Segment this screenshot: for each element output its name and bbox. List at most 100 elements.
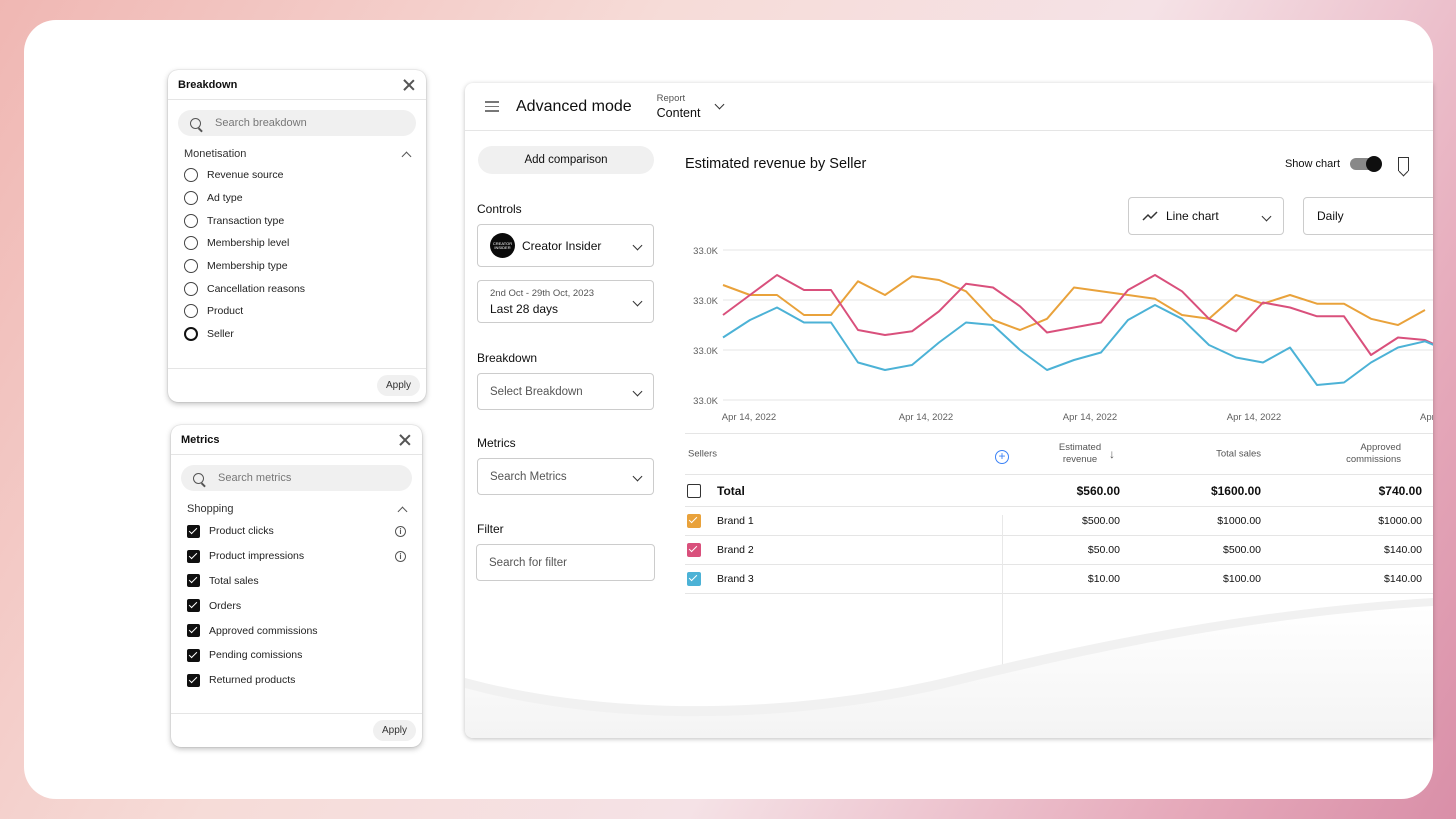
checkbox-checked[interactable] — [687, 572, 701, 586]
breakdown-search-input[interactable]: Search breakdown — [178, 110, 416, 136]
metric-option[interactable]: Product clicks i — [171, 519, 422, 544]
page-title: Advanced mode — [516, 97, 632, 115]
sellers-table: Sellers + Estimated revenue ↓ Total sale… — [685, 433, 1433, 594]
breakdown-option[interactable]: Ad type — [168, 187, 426, 210]
shopping-section-header[interactable]: Shopping — [171, 497, 422, 519]
metric-option-label: Product clicks — [209, 525, 274, 538]
line-chart-icon — [1142, 211, 1158, 221]
table-row: Brand 3 $10.00 $100.00 $140.00 — [685, 565, 1433, 594]
filter-input[interactable]: Search for filter — [476, 544, 655, 581]
search-icon — [193, 472, 204, 484]
y-tick-label: 33.0K — [693, 246, 718, 257]
breakdown-option[interactable]: Transaction type — [168, 209, 426, 232]
menu-icon[interactable] — [485, 98, 499, 115]
chart-type-value: Line chart — [1166, 209, 1219, 223]
close-icon[interactable] — [398, 433, 412, 447]
breakdown-option[interactable]: Cancellation reasons — [168, 277, 426, 300]
chevron-down-icon — [1261, 211, 1272, 221]
breakdown-option[interactable]: Membership level — [168, 232, 426, 255]
checkbox[interactable] — [687, 483, 701, 498]
radio-button[interactable] — [184, 213, 198, 228]
checkbox-checked[interactable] — [187, 524, 200, 538]
metric-option[interactable]: Pending comissions — [171, 643, 422, 668]
breakdown-panel-header: Breakdown — [168, 70, 426, 100]
metric-option[interactable]: Approved commissions — [171, 618, 422, 643]
sort-down-icon[interactable]: ↓ — [1109, 447, 1115, 461]
apply-button[interactable]: Apply — [372, 720, 416, 741]
radio-button[interactable] — [184, 168, 198, 183]
metrics-select[interactable]: Search Metrics — [477, 458, 654, 495]
breakdown-option-list: Revenue source Ad type Transaction type … — [168, 164, 426, 346]
chart-type-select[interactable]: Line chart — [1128, 197, 1284, 235]
row-est: $50.00 — [1087, 544, 1120, 556]
breakdown-option[interactable]: Membership type — [168, 255, 426, 278]
col-estimated-revenue-label: Estimated revenue — [1058, 442, 1102, 465]
chevron-down-icon — [632, 471, 643, 482]
report-selector[interactable]: Report Content — [656, 93, 725, 120]
breakdown-option[interactable]: Product — [168, 300, 426, 323]
col-estimated-revenue[interactable]: Estimated revenue — [1045, 442, 1115, 466]
metric-option[interactable]: Returned products — [171, 668, 422, 693]
metric-option-label: Total sales — [209, 574, 259, 587]
date-range-value: Last 28 days — [490, 301, 559, 316]
metric-option[interactable]: Orders — [171, 593, 422, 618]
x-tick-label: Apr 14, 2022 — [722, 412, 776, 423]
interval-select[interactable]: Daily — [1303, 197, 1433, 235]
radio-button[interactable] — [184, 191, 198, 206]
checkbox-checked[interactable] — [187, 673, 200, 687]
breakdown-select-placeholder: Select Breakdown — [490, 385, 583, 398]
series-line — [722, 304, 1433, 386]
breakdown-panel: Breakdown Search breakdown Monetisation … — [168, 70, 426, 402]
radio-button[interactable] — [184, 281, 198, 296]
chevron-down-icon — [632, 296, 643, 307]
radio-button[interactable] — [184, 304, 198, 319]
row-sales: $1000.00 — [1217, 515, 1261, 527]
breakdown-search-placeholder: Search breakdown — [215, 117, 307, 129]
breakdown-select[interactable]: Select Breakdown — [477, 373, 654, 410]
radio-button[interactable] — [184, 327, 198, 342]
breakdown-option[interactable]: Seller — [168, 323, 426, 346]
add-column-icon[interactable]: + — [995, 450, 1009, 464]
breakdown-label: Breakdown — [477, 351, 538, 365]
checkbox-checked[interactable] — [687, 514, 701, 528]
show-chart-toggle[interactable] — [1350, 156, 1382, 172]
checkbox-checked[interactable] — [187, 624, 200, 638]
date-range-selector[interactable]: 2nd Oct - 29th Oct, 2023 Last 28 days — [477, 280, 654, 323]
monetisation-section-header[interactable]: Monetisation — [168, 142, 426, 164]
checkbox-checked[interactable] — [187, 549, 200, 563]
checkbox-checked[interactable] — [687, 543, 701, 557]
metric-option[interactable]: Product impressions i — [171, 544, 422, 569]
chevron-down-icon — [632, 240, 643, 251]
row-label: Brand 2 — [717, 544, 754, 556]
report-label: Report — [656, 93, 686, 104]
metrics-search-input[interactable]: Search metrics — [181, 465, 412, 491]
show-chart-label: Show chart — [1284, 158, 1340, 170]
bookmark-icon[interactable] — [1398, 157, 1409, 171]
series-line — [722, 274, 1433, 356]
info-icon[interactable]: i — [395, 525, 406, 537]
col-total-sales[interactable]: Total sales — [1216, 448, 1261, 460]
breakdown-option[interactable]: Revenue source — [168, 164, 426, 187]
y-tick-label: 33.0K — [693, 296, 718, 307]
monetisation-section-label: Monetisation — [184, 148, 247, 160]
metric-option[interactable]: Total sales — [171, 569, 422, 594]
info-icon[interactable]: i — [395, 550, 406, 562]
checkbox-checked[interactable] — [187, 599, 200, 613]
radio-button[interactable] — [184, 259, 198, 274]
checkbox-checked[interactable] — [187, 648, 200, 662]
search-icon — [190, 117, 201, 129]
table-row: Brand 2 $50.00 $500.00 $140.00 — [685, 536, 1433, 565]
shopping-section-label: Shopping — [187, 503, 234, 515]
checkbox-checked[interactable] — [187, 574, 200, 588]
add-comparison-button[interactable]: Add comparison — [478, 146, 654, 174]
channel-selector[interactable]: CREATOR INSIDER Creator Insider — [477, 224, 654, 267]
radio-button[interactable] — [184, 236, 198, 251]
close-icon[interactable] — [402, 78, 416, 92]
filter-input-placeholder: Search for filter — [489, 556, 567, 569]
apply-button[interactable]: Apply — [376, 375, 420, 396]
breakdown-option-label: Transaction type — [207, 214, 285, 227]
x-tick-label: Apr 14 — [1420, 412, 1433, 423]
col-approved-commissions[interactable]: Approved commissions — [1346, 442, 1401, 465]
interval-value: Daily — [1317, 209, 1344, 223]
metric-option-label: Product impressions — [209, 550, 305, 563]
